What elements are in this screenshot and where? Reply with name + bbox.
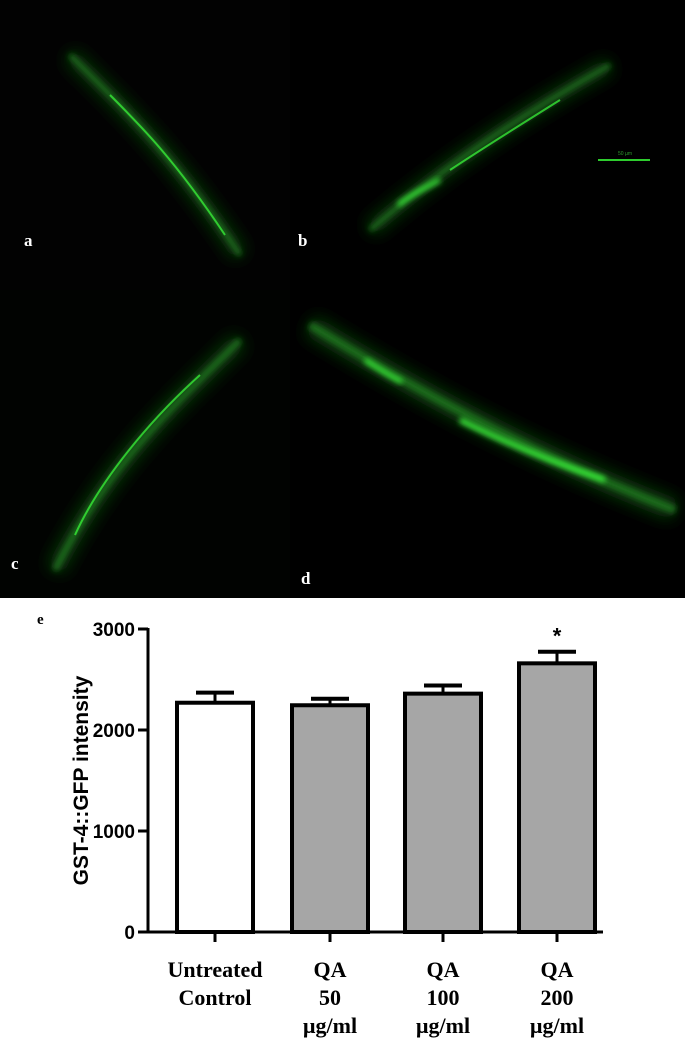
worm-c xyxy=(46,333,247,575)
x-category-label-2-1: 100 xyxy=(427,985,460,1010)
x-category-label-1-2: µg/ml xyxy=(303,1013,357,1038)
bar-2 xyxy=(403,691,483,934)
panel-label-d: d xyxy=(301,569,311,588)
panel-a-bg xyxy=(0,0,290,290)
y-tick-label-0: 0 xyxy=(124,923,135,944)
worm-a xyxy=(64,49,247,260)
panel-label-e: e xyxy=(37,612,44,628)
x-category-label-3-0: QA xyxy=(541,957,574,982)
x-category-label-2-0: QA xyxy=(427,957,460,982)
panel-label-c: c xyxy=(11,554,19,573)
bar-1 xyxy=(290,703,370,934)
worm-d xyxy=(304,315,679,521)
x-category-label-1-1: 50 xyxy=(319,985,341,1010)
y-tick-label-1: 1000 xyxy=(93,822,135,843)
x-category-label-0-0: Untreated xyxy=(168,957,263,982)
x-category-label-2-2: µg/ml xyxy=(416,1013,470,1038)
scale-bar-label: 50 µm xyxy=(618,151,632,157)
micrograph-panels xyxy=(0,0,679,575)
bar-0 xyxy=(175,700,255,935)
panel-label-a: a xyxy=(24,231,33,250)
y-axis-label: GST-4::GFP intensity xyxy=(70,675,93,885)
significance-marker-3: * xyxy=(553,624,562,649)
y-tick-label-2: 2000 xyxy=(93,721,135,742)
panel-label-b: b xyxy=(298,231,308,250)
y-tick-label-3: 3000 xyxy=(93,620,135,641)
x-category-label-3-1: 200 xyxy=(541,985,574,1010)
x-category-label-0-1: Control xyxy=(179,985,252,1010)
fluorescence-micrograph: 50 µm a b c d xyxy=(0,0,685,598)
worm-b xyxy=(364,58,614,237)
bar-3 xyxy=(517,661,597,934)
x-category-label-1-0: QA xyxy=(314,957,347,982)
x-category-label-3-2: µg/ml xyxy=(530,1013,584,1038)
